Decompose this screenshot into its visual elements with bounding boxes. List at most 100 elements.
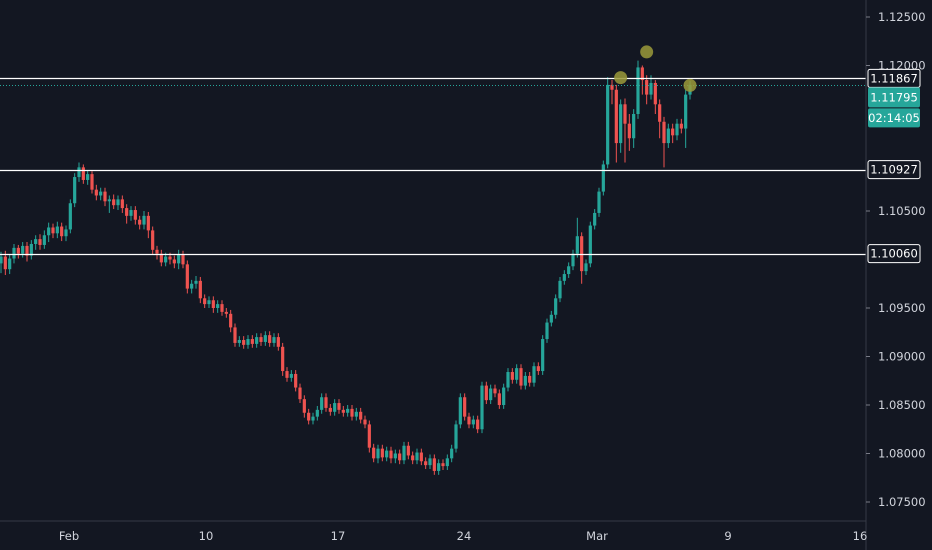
- candle-body: [484, 385, 488, 401]
- candle-body: [636, 67, 640, 114]
- candle-body: [250, 339, 254, 344]
- candle-body: [662, 121, 666, 144]
- candle-body: [207, 300, 211, 305]
- date-tick-label: 9: [724, 529, 731, 543]
- markers-layer: [614, 45, 697, 92]
- price-tick-label: 1.07500: [878, 495, 926, 509]
- level-price-label: 1.10927: [870, 163, 918, 177]
- candle-body: [536, 366, 540, 372]
- candle-body: [333, 403, 337, 412]
- candle-body: [584, 263, 588, 272]
- last-price-label-box: [868, 87, 920, 108]
- candle-body: [575, 236, 579, 254]
- candle-body: [380, 448, 384, 458]
- candle-body: [445, 458, 449, 467]
- candle-body: [216, 304, 220, 308]
- candle-body: [324, 397, 328, 408]
- candle-body: [506, 372, 510, 388]
- candle-body: [164, 256, 168, 263]
- candle-body: [294, 373, 298, 388]
- candle-body: [428, 458, 432, 466]
- candle-body: [77, 167, 81, 178]
- candle-body: [515, 368, 519, 380]
- candle-body: [112, 199, 116, 206]
- candle-body: [242, 340, 246, 345]
- candle-body: [307, 412, 311, 421]
- candle-body: [29, 243, 33, 256]
- candle-body: [103, 191, 107, 202]
- candle-body: [593, 212, 597, 226]
- candle-body: [190, 283, 194, 289]
- candle-body: [229, 313, 233, 328]
- candles-layer: [0, 60, 692, 475]
- candle-body: [458, 397, 462, 425]
- price-axis[interactable]: 1.125001.120001.105001.095001.090001.085…: [866, 10, 926, 509]
- price-tick-label: 1.09500: [878, 301, 926, 315]
- candle-body: [437, 463, 441, 471]
- candle-body: [285, 371, 289, 378]
- candle-body: [532, 366, 536, 383]
- candle-body: [597, 191, 601, 213]
- candle-body: [133, 210, 137, 220]
- candle-body: [55, 226, 59, 234]
- candle-body: [268, 335, 272, 343]
- candle-body: [640, 67, 644, 81]
- candle-body: [523, 375, 527, 386]
- candle-body: [645, 80, 649, 95]
- level-price-label: 1.11867: [870, 71, 918, 85]
- candle-body: [666, 128, 670, 144]
- candle-body: [601, 164, 605, 192]
- candle-body: [281, 346, 285, 372]
- price-tick-label: 1.10500: [878, 204, 926, 218]
- candle-body: [259, 337, 263, 342]
- candle-body: [554, 298, 558, 315]
- candle-body: [463, 397, 467, 417]
- candle-body: [138, 219, 142, 225]
- time-axis[interactable]: Feb 10 17 24 Mar 9 16: [59, 529, 868, 543]
- candle-body: [3, 256, 7, 270]
- candle-body: [203, 298, 207, 305]
- candle-body: [25, 245, 29, 256]
- candle-body: [94, 189, 98, 196]
- candle-body: [502, 387, 506, 405]
- candle-body: [320, 397, 324, 410]
- candle-body: [580, 236, 584, 272]
- candle-body: [480, 385, 484, 430]
- candle-body: [549, 314, 553, 323]
- candle-body: [224, 311, 228, 314]
- candle-body: [42, 235, 46, 245]
- candle-body: [276, 337, 280, 347]
- candle-body: [181, 254, 185, 265]
- marker-circle: [614, 71, 628, 85]
- candle-body: [12, 247, 16, 259]
- candle-body: [198, 280, 202, 299]
- last-price-label: 1.11795: [870, 90, 918, 104]
- candle-body: [363, 419, 367, 425]
- candle-body: [194, 280, 198, 284]
- candle-body: [402, 445, 406, 461]
- candle-body: [610, 84, 614, 90]
- level-price-label-box: [867, 160, 921, 180]
- candle-body: [497, 393, 501, 405]
- candle-body: [255, 337, 259, 344]
- candle-body: [341, 409, 345, 413]
- candle-body: [606, 84, 610, 165]
- candle-body: [220, 304, 224, 312]
- candle-body: [0, 256, 3, 264]
- candle-body: [81, 167, 85, 180]
- candle-body: [424, 461, 428, 466]
- date-tick-label: Mar: [586, 529, 608, 543]
- candle-body: [619, 104, 623, 144]
- candle-body: [519, 368, 523, 386]
- candle-body: [467, 416, 471, 425]
- candle-body: [627, 123, 631, 139]
- candle-body: [155, 249, 159, 254]
- levels-layer: [0, 77, 866, 256]
- candle-body: [476, 419, 480, 430]
- candle-body: [246, 339, 250, 345]
- price-tick-label: 1.08000: [878, 447, 926, 461]
- candle-body: [151, 230, 155, 250]
- candle-body: [679, 123, 683, 129]
